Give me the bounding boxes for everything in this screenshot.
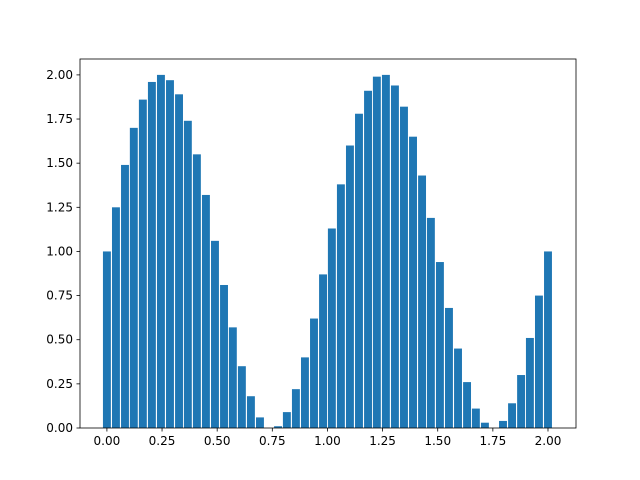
bar [102,251,111,428]
y-tick-label: 1.75 [46,112,73,126]
bar [228,327,237,428]
bar [480,422,489,428]
bar [381,74,390,428]
x-tick-label: 0.00 [94,434,121,448]
bar [175,94,183,428]
y-tick-label: 0.00 [46,421,73,435]
y-tick-label: 1.50 [46,156,73,170]
bar [364,90,372,428]
bar [310,318,318,428]
bar [345,145,354,428]
x-tick-label: 0.25 [149,434,176,448]
bar [138,99,147,428]
bar [336,184,345,428]
bar [282,412,291,428]
bar [390,85,399,429]
bar [121,164,129,428]
bar [418,175,427,428]
bar [544,251,552,428]
y-tick-label: 0.75 [46,289,73,303]
bar [201,194,210,428]
bar [319,274,327,428]
bar [300,357,309,428]
bar [508,403,517,428]
bar [517,375,526,428]
bar [327,228,336,428]
bar [246,396,255,428]
bar [256,417,264,428]
x-tick-label: 1.75 [479,434,506,448]
bar [192,154,201,428]
bar [426,217,435,428]
y-tick-label: 0.50 [46,333,73,347]
bar [183,120,192,429]
bar [445,307,453,428]
bar [499,420,507,428]
bar [166,80,174,429]
x-tick-label: 1.50 [424,434,451,448]
bar [129,127,138,429]
bar [211,240,219,428]
plot-frame [79,58,577,429]
bar [400,106,408,428]
bar [147,81,156,429]
bar [534,295,543,428]
bar [355,113,363,428]
bar [372,76,381,428]
bar [274,426,283,428]
bar [291,389,300,428]
bar [237,366,246,428]
x-tick-label: 0.75 [259,434,286,448]
x-tick-label: 0.50 [204,434,231,448]
bar [220,284,228,428]
bar [156,74,165,428]
bar [525,337,534,428]
bar [463,382,472,428]
bar [111,207,120,428]
y-tick-label: 1.25 [46,200,73,214]
bar [454,348,462,428]
x-tick-label: 1.00 [314,434,341,448]
bar [435,262,444,428]
bar [471,408,480,428]
x-tick-label: 1.25 [369,434,396,448]
y-tick-label: 1.00 [46,244,73,258]
y-tick-label: 0.25 [46,377,73,391]
x-tick-label: 2.00 [535,434,562,448]
bar [409,136,417,428]
y-tick-label: 2.00 [46,68,73,82]
